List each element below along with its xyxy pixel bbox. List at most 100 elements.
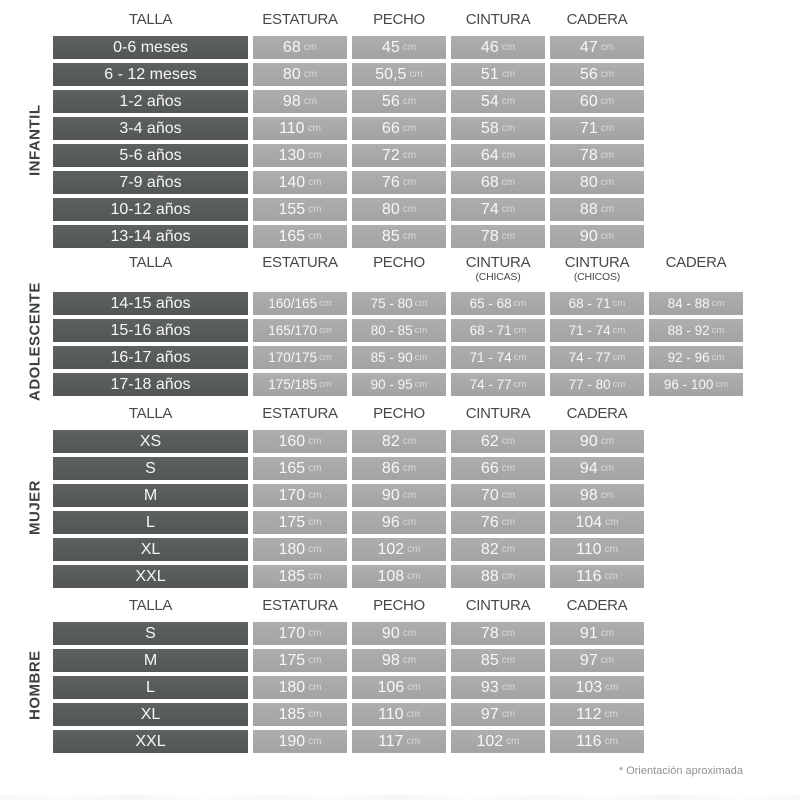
measure-unit: cm (402, 122, 417, 134)
size-cell: S (53, 622, 248, 645)
measure-cell: 165/170 cm (253, 319, 347, 342)
column-header-pecho: PECHO (352, 254, 446, 288)
measure-unit: cm (600, 230, 615, 242)
measure-cell: 71 - 74 cm (451, 346, 545, 369)
measure-unit: cm (711, 297, 725, 309)
measure-cell: 62 cm (451, 430, 545, 453)
measure-unit: cm (303, 68, 318, 80)
column-header-label: TALLA (128, 597, 173, 614)
measure-value: 116 (576, 567, 602, 585)
size-table-infantil: INFANTIL TALLA ESTATURA PECHO CINTURA CADERA 0… (0, 8, 800, 248)
measure-value: 78 (579, 146, 598, 164)
measure-unit: cm (604, 735, 618, 747)
measure-value: 165/170 (268, 323, 318, 338)
measure-value: 165 (278, 227, 306, 245)
column-header-pecho: PECHO (352, 8, 446, 32)
measure-cell: 86 cm (352, 457, 446, 480)
measure-cell: 98 cm (253, 90, 347, 113)
measure-cell: 185 cm (253, 565, 347, 588)
column-header-label: CADERA (566, 11, 628, 28)
measure-cell: 103 cm (550, 676, 644, 699)
measure-value: 74 - 77 (568, 350, 611, 365)
column-header-label: TALLA (128, 405, 173, 422)
measure-value: 68 (282, 38, 301, 56)
measure-value: 110 (279, 119, 305, 137)
measure-unit: cm (600, 203, 615, 215)
measure-value: 88 (579, 200, 598, 218)
measure-cell: 80 cm (253, 63, 347, 86)
size-cell: XS (53, 430, 248, 453)
measure-unit: cm (501, 489, 516, 501)
measure-value: 170 (278, 624, 306, 642)
measure-unit: cm (501, 435, 516, 447)
measure-cell: 85 cm (352, 225, 446, 248)
measure-unit: cm (308, 203, 322, 215)
measure-unit: cm (307, 122, 321, 134)
size-cell: XXL (53, 730, 248, 753)
measure-cell: 160/165 cm (253, 292, 347, 315)
measure-cell: 185 cm (253, 703, 347, 726)
measure-cell: 170 cm (253, 484, 347, 507)
measure-cell: 90 cm (352, 622, 446, 645)
measure-unit: cm (501, 122, 516, 134)
measure-value: 170/175 (268, 350, 318, 365)
measure-cell: 78 cm (451, 225, 545, 248)
measure-value: 80 - 85 (370, 323, 413, 338)
measure-unit: cm (319, 297, 332, 309)
measure-unit: cm (308, 149, 322, 161)
column-header-label: CADERA (665, 254, 727, 271)
measure-value: 68 - 71 (568, 296, 611, 311)
measure-cell: 66 cm (352, 117, 446, 140)
measure-unit: cm (612, 378, 626, 390)
measure-value: 90 - 95 (370, 377, 413, 392)
measure-cell: 175/185 cm (253, 373, 347, 396)
measure-value: 110 (378, 705, 404, 723)
measure-value: 80 (381, 200, 400, 218)
column-header-label: CINTURA (465, 254, 531, 271)
measure-value: 175 (278, 651, 306, 669)
column-header-estatura: ESTATURA (253, 402, 347, 426)
measure-unit: cm (308, 570, 322, 582)
column-header-label: CINTURA (564, 254, 630, 271)
measure-value: 82 (480, 540, 499, 558)
size-cell: XXL (53, 565, 248, 588)
measure-cell: 77 - 80 cm (550, 373, 644, 396)
column-header-cadera: CADERA (550, 8, 644, 32)
measure-unit: cm (600, 435, 615, 447)
measure-unit: cm (319, 324, 332, 336)
measure-unit: cm (308, 435, 322, 447)
measure-unit: cm (402, 95, 417, 107)
measure-unit: cm (402, 176, 417, 188)
measure-value: 91 (579, 624, 598, 642)
measure-value: 65 - 68 (469, 296, 512, 311)
measure-value: 92 - 96 (667, 350, 710, 365)
measure-cell: 74 - 77 cm (451, 373, 545, 396)
measure-unit: cm (414, 297, 428, 309)
measure-cell: 74 cm (451, 198, 545, 221)
measure-value: 180 (278, 540, 306, 558)
measure-cell: 71 cm (550, 117, 644, 140)
size-cell: S (53, 457, 248, 480)
measure-cell: 108 cm (352, 565, 446, 588)
column-header-cadera: CADERA (550, 402, 644, 426)
measure-unit: cm (402, 435, 417, 447)
measure-cell: 175 cm (253, 649, 347, 672)
measure-cell: 45 cm (352, 36, 446, 59)
measure-unit: cm (612, 324, 626, 336)
measure-unit: cm (501, 462, 516, 474)
size-cell: M (53, 484, 248, 507)
measure-unit: cm (600, 654, 615, 666)
column-header-label: TALLA (128, 11, 173, 28)
approximation-note: * Orientación aproximada (618, 765, 743, 777)
measure-unit: cm (308, 735, 322, 747)
section-label-mujer: MUJER (26, 479, 44, 535)
measure-unit: cm (600, 95, 615, 107)
measure-value: 117 (378, 732, 404, 750)
size-cell: L (53, 676, 248, 699)
measure-unit: cm (501, 68, 516, 80)
measure-unit: cm (501, 230, 516, 242)
measure-cell: 106 cm (352, 676, 446, 699)
measure-value: 80 (579, 173, 598, 191)
measure-unit: cm (600, 122, 615, 134)
